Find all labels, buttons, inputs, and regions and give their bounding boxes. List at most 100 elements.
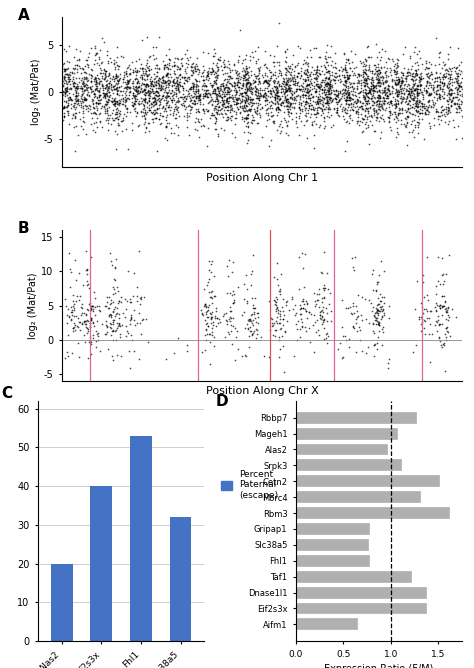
- Point: [454, 71, 461, 81]
- Point: [454, 43, 462, 53]
- Point: [88, 65, 95, 75]
- Point: [442, 71, 450, 81]
- Point: [225, 87, 233, 98]
- Point: [261, 95, 268, 106]
- Point: [362, 75, 369, 86]
- Bar: [130, 436, 152, 641]
- Point: [285, 97, 292, 108]
- Point: [341, 65, 349, 75]
- Point: [112, 70, 119, 81]
- Point: [303, 72, 310, 83]
- Point: [264, 90, 271, 101]
- Point: [256, 84, 264, 95]
- Text: A: A: [18, 7, 29, 23]
- Point: [102, 114, 109, 125]
- Point: [119, 73, 127, 84]
- Point: [171, 102, 179, 112]
- Point: [152, 73, 159, 84]
- Point: [253, 58, 260, 69]
- Point: [374, 277, 382, 288]
- Point: [103, 321, 111, 332]
- Point: [189, 79, 197, 90]
- Point: [328, 93, 335, 104]
- Point: [425, 95, 433, 106]
- Point: [111, 113, 118, 124]
- Point: [440, 77, 448, 88]
- Point: [314, 61, 321, 72]
- Point: [240, 307, 247, 317]
- Point: [443, 65, 450, 75]
- Point: [285, 86, 293, 97]
- Point: [408, 93, 415, 104]
- Point: [79, 63, 87, 74]
- Point: [57, 69, 64, 79]
- Point: [72, 73, 80, 84]
- Point: [283, 94, 291, 104]
- Point: [266, 324, 273, 335]
- Point: [68, 75, 75, 86]
- Point: [363, 348, 370, 359]
- Point: [283, 316, 291, 327]
- Point: [394, 60, 401, 71]
- Point: [376, 112, 384, 123]
- Point: [402, 106, 410, 117]
- Point: [189, 69, 196, 80]
- Point: [423, 75, 430, 86]
- Point: [249, 320, 256, 331]
- Point: [113, 308, 120, 319]
- Point: [144, 81, 152, 92]
- X-axis label: Position Along Chr X: Position Along Chr X: [206, 386, 318, 396]
- Point: [150, 69, 158, 79]
- Point: [140, 119, 148, 130]
- Point: [114, 63, 121, 74]
- Point: [197, 305, 205, 315]
- Point: [93, 105, 101, 116]
- Point: [59, 103, 66, 114]
- Point: [232, 99, 239, 110]
- Point: [187, 101, 194, 112]
- Point: [448, 85, 456, 96]
- Point: [315, 102, 322, 112]
- Point: [210, 84, 218, 94]
- Point: [115, 120, 122, 130]
- Point: [130, 98, 138, 108]
- Point: [59, 115, 67, 126]
- Point: [222, 109, 230, 120]
- Point: [191, 98, 199, 109]
- Point: [93, 328, 101, 339]
- Point: [338, 104, 346, 114]
- Point: [147, 81, 155, 92]
- Point: [78, 84, 86, 95]
- Point: [375, 86, 383, 97]
- Point: [328, 55, 336, 66]
- Point: [305, 93, 313, 104]
- Point: [408, 73, 416, 84]
- Point: [224, 92, 231, 103]
- Point: [310, 310, 318, 321]
- Point: [194, 106, 201, 116]
- Point: [416, 85, 424, 96]
- Point: [197, 114, 205, 124]
- Point: [138, 71, 146, 82]
- Point: [103, 321, 111, 332]
- Point: [92, 341, 100, 352]
- Point: [306, 44, 314, 55]
- Point: [284, 83, 292, 94]
- Point: [410, 68, 417, 79]
- Point: [441, 116, 449, 127]
- Point: [79, 299, 86, 309]
- Point: [163, 110, 171, 121]
- Point: [432, 66, 439, 77]
- Point: [243, 79, 251, 90]
- Point: [266, 86, 273, 97]
- Point: [436, 81, 444, 92]
- Point: [378, 102, 386, 112]
- Point: [323, 92, 330, 102]
- Point: [277, 68, 285, 79]
- Point: [427, 101, 434, 112]
- Point: [314, 92, 322, 102]
- Point: [201, 77, 208, 88]
- Point: [106, 73, 114, 84]
- Point: [440, 79, 448, 90]
- Point: [239, 55, 247, 65]
